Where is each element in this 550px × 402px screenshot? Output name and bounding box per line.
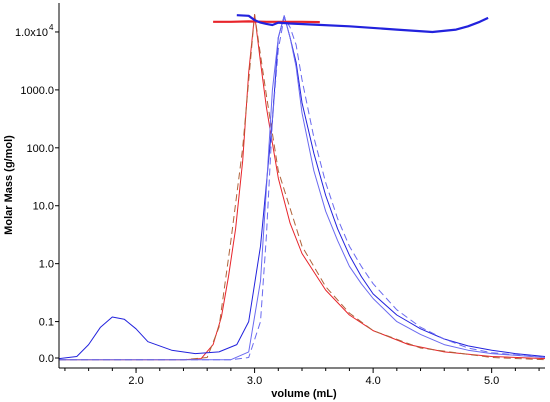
series-layer (59, 14, 545, 361)
y-ticks: 0.1 1.0 10.0 100.0 1000.0 1.0x10 4 (15, 23, 59, 359)
y-tick-label: 0.1 (39, 317, 54, 329)
y-tick-label: 10.0 (33, 201, 54, 213)
x-tick-label: 2.0 (128, 375, 143, 387)
x-axis-title: volume (mL) (271, 388, 337, 400)
series-line-2 (59, 14, 545, 361)
y-tick-label: 1.0 (39, 259, 54, 271)
series-line-4 (59, 15, 545, 361)
x-tick-label: 3.0 (247, 375, 262, 387)
y-tick-label: 1.0x10 (15, 27, 48, 39)
y-tick-label: 100.0 (26, 143, 54, 155)
y-axis-title: Molar Mass (g/mol) (3, 135, 15, 235)
series-line-6 (213, 20, 320, 24)
x-tick-label: 5.0 (484, 375, 499, 387)
x-ticks: 2.0 3.0 4.0 5.0 (64, 368, 540, 387)
plot-area (59, 3, 545, 368)
y-tick-label: 1000.0 (20, 85, 54, 97)
y-bottom-tick-label: 0.0 (39, 353, 54, 365)
series-line-7 (236, 14, 489, 34)
y-tick-exponent: 4 (49, 23, 54, 32)
x-tick-label: 4.0 (365, 375, 380, 387)
